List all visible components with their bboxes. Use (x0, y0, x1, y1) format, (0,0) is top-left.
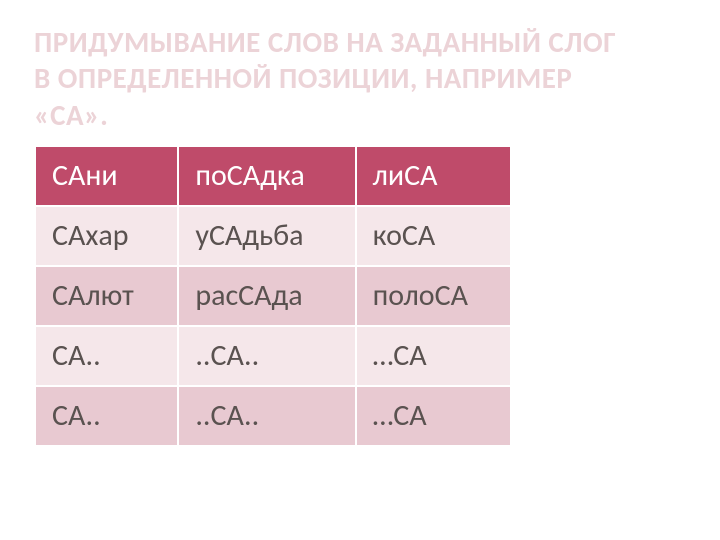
slide-title: ПРИДУМЫВАНИЕ СЛОВ НА ЗАДАННЫЙ СЛОГ В ОПР… (34, 24, 634, 133)
table-row: СА.. ..СА.. …СА (35, 386, 511, 446)
table-cell: САлют (35, 266, 178, 326)
table-cell: СА.. (35, 386, 178, 446)
table-cell: …СА (356, 326, 511, 386)
table-cell: ..СА.. (178, 326, 355, 386)
table-header-cell: САни (35, 146, 178, 206)
table-header-cell: лиСА (356, 146, 511, 206)
table-cell: САхар (35, 206, 178, 266)
table-row: САлют расСАда полоСА (35, 266, 511, 326)
table-cell: уСАдьба (178, 206, 355, 266)
table-cell: полоСА (356, 266, 511, 326)
table-header-cell: поСАдка (178, 146, 355, 206)
table-row: СА.. ..СА.. …СА (35, 326, 511, 386)
table-cell: СА.. (35, 326, 178, 386)
table-header-row: САни поСАдка лиСА (35, 146, 511, 206)
syllable-table: САни поСАдка лиСА САхар уСАдьба коСА САл… (34, 145, 512, 447)
table-row: САхар уСАдьба коСА (35, 206, 511, 266)
table-cell: …СА (356, 386, 511, 446)
table-cell: коСА (356, 206, 511, 266)
table-cell: ..СА.. (178, 386, 355, 446)
table-cell: расСАда (178, 266, 355, 326)
